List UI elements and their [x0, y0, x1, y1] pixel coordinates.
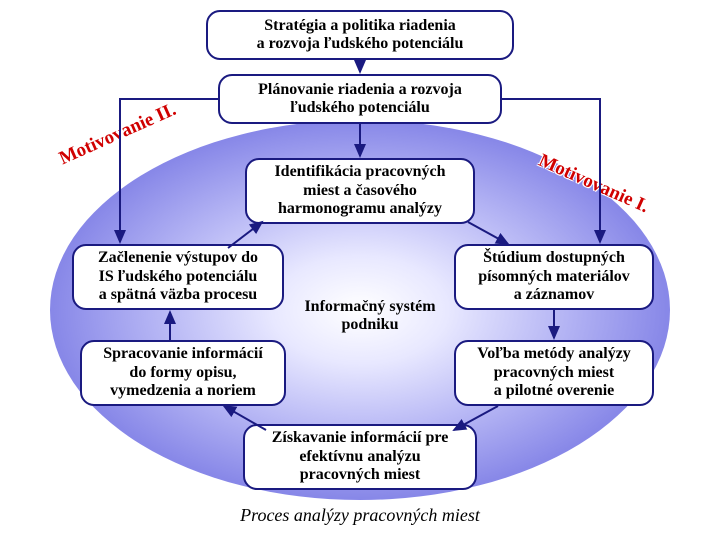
caption: Proces analýzy pracovných miest — [0, 505, 720, 526]
box-ziskavanie: Získavanie informácií preefektívnu analý… — [243, 424, 477, 490]
box-identifikacia: Identifikácia pracovnýchmiest a časového… — [245, 158, 475, 224]
box-volba: Voľba metódy analýzypracovných miesta pi… — [454, 340, 654, 406]
box-studium: Štúdium dostupnýchpísomných materiálova … — [454, 244, 654, 310]
box-spracovanie: Spracovanie informáciído formy opisu,vym… — [80, 340, 286, 406]
center-label: Informačný systémpodniku — [285, 298, 455, 335]
box-zaclenenie: Začlenenie výstupov doIS ľudského potenc… — [72, 244, 284, 310]
motiv-left: Motivovanie II. — [56, 99, 180, 170]
box-strategia: Stratégia a politika riadeniaa rozvoja ľ… — [206, 10, 514, 60]
box-planovanie: Plánovanie riadenia a rozvojaľudského po… — [218, 74, 502, 124]
